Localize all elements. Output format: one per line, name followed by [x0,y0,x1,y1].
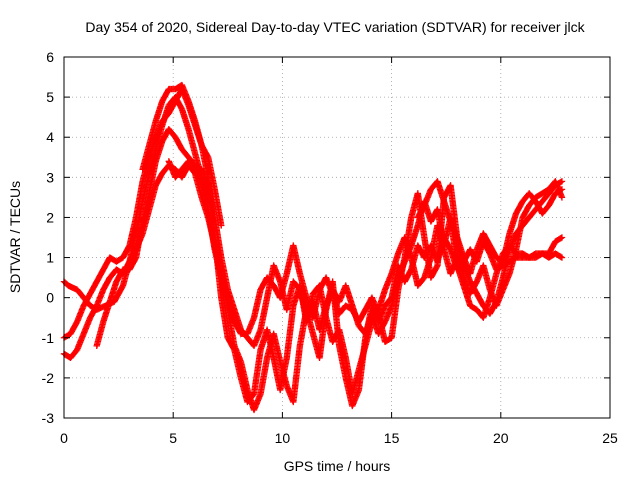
y-tick-label: 6 [46,49,54,65]
y-tick-label: 0 [46,290,54,306]
x-tick-labels: 0 5 10 15 20 25 [60,430,618,446]
y-tick-label: 1 [46,250,54,266]
x-tick-label: 5 [169,430,177,446]
data-point [558,254,566,261]
y-tick-label: 5 [46,89,54,105]
data-point [558,186,566,193]
data-point-fill [557,186,565,194]
y-axis-label: SDTVAR / TECUs [7,181,23,293]
x-tick-label: 10 [275,430,291,446]
x-axis-label: GPS time / hours [284,458,391,474]
data-point-fill [557,234,565,242]
y-tick-label: 3 [46,169,54,185]
data-point [558,178,566,185]
x-tick-label: 20 [493,430,509,446]
plot-frame [63,56,611,419]
grid [64,57,610,418]
chart-title: Day 354 of 2020, Sidereal Day-to-day VTE… [85,19,585,35]
axis-ticks [63,56,611,419]
y-tick-label: -3 [42,410,55,426]
data-point [204,198,212,205]
data-point-fill [557,178,565,186]
data-marks [60,81,566,414]
y-tick-label: 4 [46,129,54,145]
y-tick-labels: -3 -2 -1 0 1 2 3 4 5 6 [42,49,55,426]
data-point [218,222,225,229]
x-tick-label: 15 [384,430,400,446]
y-tick-label: -1 [42,330,55,346]
x-tick-label: 25 [602,430,618,446]
y-tick-label: 2 [46,209,54,225]
data-point-fill [557,253,565,261]
data-point [558,234,566,241]
y-tick-label: -2 [42,370,55,386]
data-point [558,194,566,201]
x-tick-label: 0 [60,430,68,446]
